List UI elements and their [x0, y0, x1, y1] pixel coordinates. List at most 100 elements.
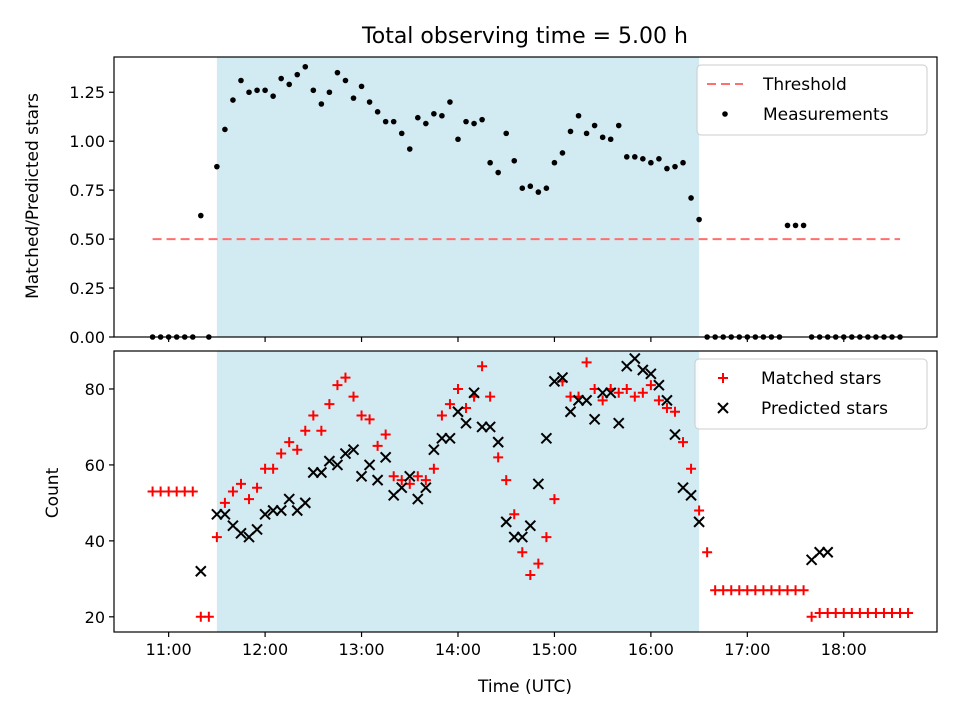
legend-measurement-swatch: [722, 111, 728, 117]
predicted-star-point: [355, 470, 368, 483]
measurement-point: [632, 154, 638, 160]
predicted-star-point: [613, 417, 625, 429]
matched-star-point: [678, 437, 689, 448]
x-tick-label: 16:00: [628, 640, 674, 659]
y-tick-label: 40: [85, 532, 105, 551]
matched-star-point: [235, 478, 246, 489]
measurement-point: [591, 122, 598, 129]
predicted-star-point: [195, 565, 207, 577]
measurement-point: [535, 189, 542, 195]
matched-star-point: [525, 570, 536, 581]
measurement-point: [495, 169, 501, 176]
predicted-star-point: [371, 474, 384, 486]
predicted-star-point: [588, 413, 601, 426]
measurement-point: [415, 114, 421, 121]
measurement-point: [648, 159, 654, 166]
matched-star-point: [332, 380, 343, 391]
predicted-star-point: [548, 375, 561, 388]
measurement-point: [640, 156, 646, 162]
predicted-star-point: [420, 481, 432, 494]
matched-star-point: [203, 611, 214, 622]
matched-star-point: [364, 414, 375, 425]
matched-star-point: [252, 482, 263, 493]
matched-star-point: [316, 425, 327, 436]
predicted-star-point: [564, 406, 577, 418]
plot-frame: [113, 350, 938, 633]
x-tick-label: 18:00: [821, 640, 867, 659]
y-tick-label: 80: [85, 380, 105, 399]
measurement-point: [222, 126, 228, 133]
matched-star-point: [501, 475, 512, 486]
predicted-star-point: [484, 421, 496, 433]
predicted-star-point: [299, 497, 311, 509]
matched-star-point: [211, 532, 222, 543]
legend-box: [694, 358, 928, 430]
chart-title: Total observing time = 5.00 h: [361, 24, 688, 49]
matched-star-point: [637, 387, 648, 398]
matched-star-point: [645, 380, 656, 391]
measurement-point: [262, 87, 268, 94]
matched-star-point: [694, 505, 705, 516]
measurement-point: [254, 87, 260, 94]
observing-window-span: [216, 57, 700, 337]
measurement-point: [406, 146, 413, 152]
measurement-point: [230, 97, 236, 103]
predicted-star-point: [363, 459, 376, 471]
measurement-point: [519, 185, 526, 191]
predicted-star-point: [524, 519, 537, 532]
predicted-star-point: [315, 466, 328, 479]
measurement-point: [800, 222, 807, 229]
measurement-point: [656, 156, 662, 162]
measurement-point: [366, 99, 373, 105]
predicted-star-point: [645, 368, 657, 380]
matched-star-point: [493, 452, 504, 463]
matched-star-point: [284, 437, 295, 448]
predicted-star-point: [821, 546, 834, 558]
y-tick-label: 60: [85, 456, 105, 475]
top-y-axis-label: Matched/Predicted stars: [23, 93, 43, 299]
measurement-point: [664, 165, 670, 172]
legend-predicted-swatch: [717, 402, 729, 414]
matched-star-point: [219, 497, 230, 508]
measurement-point: [270, 93, 276, 99]
predicted-star-point: [412, 493, 424, 505]
measurement-point: [567, 128, 574, 135]
bottom-panel: 11:00 12:00 13:00 14:00 15:00 16:00 17:00 18:00…: [85, 350, 938, 659]
measurement-point: [511, 157, 518, 164]
measurement-point: [214, 163, 220, 170]
measurement-point: [503, 130, 510, 137]
matched-star-point: [388, 471, 399, 482]
x-tick-label: 13:00: [338, 640, 384, 659]
predicted-star-point: [556, 371, 569, 384]
measurement-point: [318, 101, 325, 107]
matched-star-point: [509, 509, 520, 520]
matched-star-point: [661, 402, 672, 413]
predicted-star-point: [580, 394, 593, 407]
measurement-point: [326, 89, 333, 96]
matched-star-point: [436, 410, 447, 421]
legend-label: Measurements: [763, 105, 889, 125]
y-tick-label: 0.00: [69, 328, 105, 347]
measurement-point: [696, 216, 702, 223]
predicted-star-point: [379, 451, 392, 464]
matched-star-point: [798, 585, 809, 596]
measurement-point: [423, 120, 429, 127]
bottom-y-axis-label: Count: [43, 467, 63, 518]
matched-star-point: [549, 494, 560, 505]
measurement-point: [334, 69, 341, 76]
matched-star-point: [533, 558, 544, 569]
predicted-star-point: [516, 531, 528, 543]
predicted-star-point: [259, 508, 271, 520]
matched-star-point: [653, 395, 664, 406]
matched-star-point: [340, 372, 351, 383]
x-tick-label: 12:00: [242, 640, 288, 659]
measurement-point: [784, 222, 791, 229]
measurement-point: [278, 75, 284, 82]
predicted-star-point: [460, 417, 472, 429]
matched-star-point: [268, 463, 279, 474]
top-panel: 0.00 0.25 0.50 0.75 1.00 1.25 Threshold Measure…: [69, 56, 938, 347]
matched-star-point: [372, 440, 383, 451]
x-tick-label: 17:00: [724, 640, 770, 659]
matched-star-point: [444, 399, 455, 410]
predicted-star-point: [685, 489, 697, 502]
